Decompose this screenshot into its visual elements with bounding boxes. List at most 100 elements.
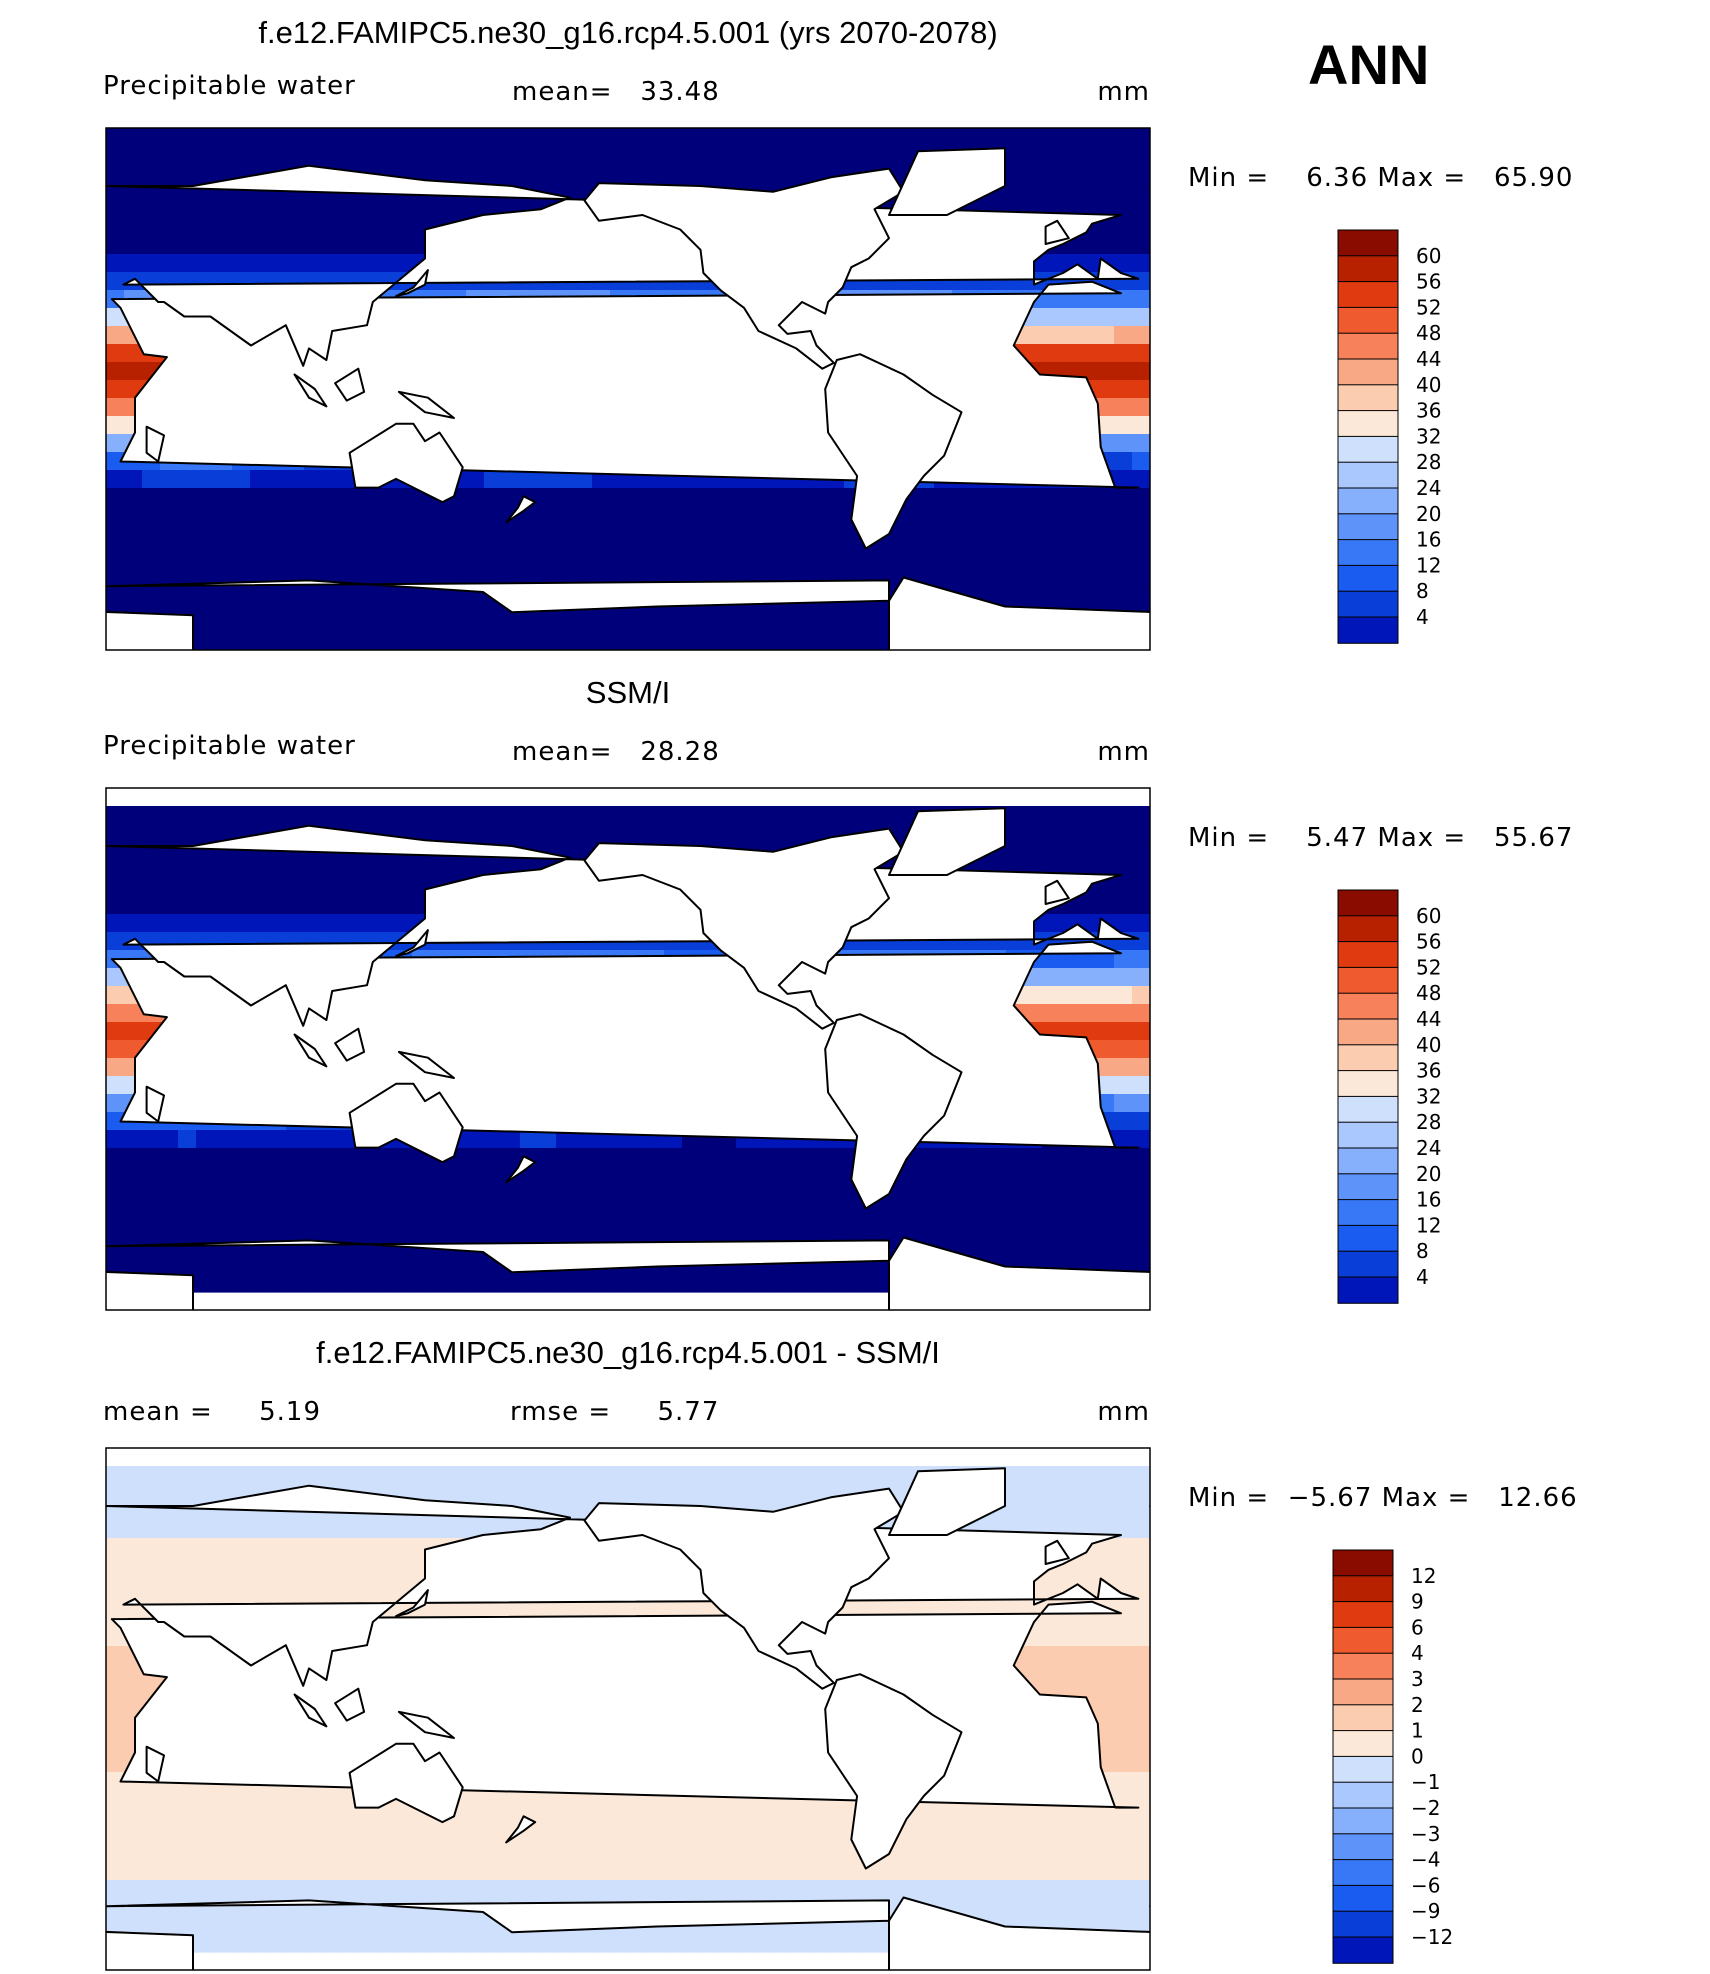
field-cell [124,1130,143,1149]
field-cell [898,1826,917,1845]
field-cell [322,1274,341,1293]
field-cell [322,1880,341,1899]
field-cell [538,1880,557,1899]
field-cell [160,254,179,273]
field-cell [484,1844,503,1863]
field-cell [1078,986,1097,1005]
field-cell [178,578,197,597]
field-cell [340,488,359,507]
field-cell [826,1184,845,1203]
field-cell [628,1466,647,1485]
field-cell [142,470,161,489]
field-cell [196,1862,215,1881]
field-cell [808,1844,827,1863]
field-cell [916,542,935,561]
field-cell [538,1790,557,1809]
field-cell [214,1466,233,1485]
field-cell [700,524,719,543]
colorbar-tick-label: 28 [1416,450,1441,474]
field-cell [106,1790,125,1809]
field-cell [808,1466,827,1485]
field-cell [214,632,233,650]
field-cell [124,254,143,273]
field-cell [160,1844,179,1863]
field-cell [430,614,449,633]
field-cell [412,1220,431,1239]
field-cell [160,1898,179,1917]
field-cell [214,1898,233,1917]
field-cell [646,1862,665,1881]
field-cell [952,128,971,147]
field-cell [1114,1058,1133,1077]
field-cell [592,824,611,843]
field-cell [1114,1238,1133,1257]
field-cell [952,1808,971,1827]
field-cell [592,1808,611,1827]
field-cell [142,164,161,183]
field-cell [520,614,539,633]
field-cell [682,1274,701,1293]
field-cell [448,524,467,543]
field-cell [1096,1808,1115,1827]
field-cell [700,1148,719,1167]
field-cell [106,932,125,951]
field-cell [214,128,233,147]
field-cell [376,1574,395,1593]
field-cell [160,1466,179,1485]
field-cell [898,1202,917,1221]
field-cell [340,596,359,615]
field-cell [1060,164,1079,183]
field-cell [1114,128,1133,147]
field-cell [358,506,377,525]
field-cell [970,1202,989,1221]
field-cell [250,506,269,525]
minmax-label: Min = 5.47 Max = 55.67 [1188,823,1573,853]
field-cell [970,524,989,543]
field-cell [124,1220,143,1239]
field-cell [160,578,179,597]
field-cell [178,1880,197,1899]
field-cell [394,1466,413,1485]
field-cell [826,560,845,579]
field-cell [1060,326,1079,345]
field-cell [376,1898,395,1917]
field-cell [124,560,143,579]
field-cell [844,128,863,147]
field-cell [376,1148,395,1167]
field-cell [736,1844,755,1863]
field-cell [628,542,647,561]
field-cell [736,542,755,561]
field-cell [232,1934,251,1953]
field-cell [358,596,377,615]
field-cell [718,1466,737,1485]
colorbar-swatch [1337,1250,1399,1279]
field-cell [304,1538,323,1557]
field-cell [124,488,143,507]
field-cell [934,524,953,543]
field-cell [340,1520,359,1539]
field-cell [1096,842,1115,861]
field-cell [412,860,431,879]
field-cell [574,470,593,489]
field-cell [124,1202,143,1221]
field-cell [196,1790,215,1809]
field-cell [214,1916,233,1935]
field-cell [304,1844,323,1863]
field-cell [502,614,521,633]
field-cell [916,1184,935,1203]
field-cell [862,146,881,165]
field-cell [628,1808,647,1827]
field-cell [1096,308,1115,327]
field-cell [106,914,125,933]
field-cell [340,1862,359,1881]
continent-outline [106,1930,194,1970]
field-cell [232,488,251,507]
field-cell [1042,1880,1061,1899]
continent-outline [2,221,25,244]
field-cell [286,860,305,879]
field-cell [412,164,431,183]
field-cell [286,632,305,650]
field-cell [988,524,1007,543]
field-cell [1114,362,1133,381]
field-cell [682,128,701,147]
